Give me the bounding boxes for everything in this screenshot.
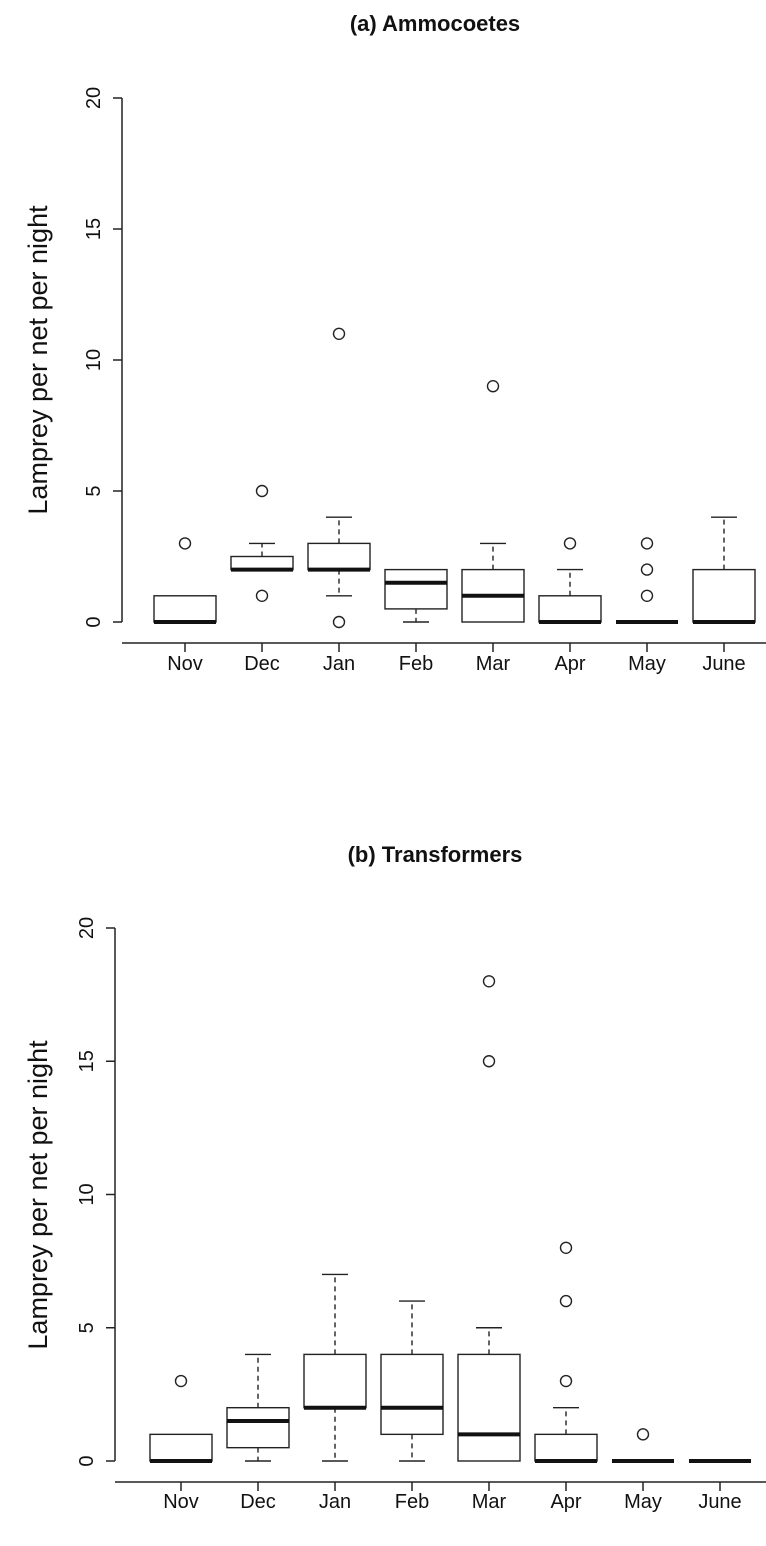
- y-tick-label-b-2: 10: [76, 1183, 98, 1205]
- x-tick-label-b-4: Mar: [472, 1491, 507, 1513]
- panel-ammocoetes: (a) Ammocoetes Lamprey per net per night…: [23, 11, 766, 675]
- box-a-feb: [384, 568, 448, 610]
- y-tick-label-b-1: 5: [76, 1322, 98, 1333]
- y-tick-label-b-0: 0: [76, 1455, 98, 1466]
- y-tick-label-a-1: 5: [83, 485, 105, 496]
- y-axis-label-b: Lamprey per net per night: [23, 1040, 53, 1350]
- x-tick-label-a-4: Mar: [476, 653, 511, 675]
- box-a-apr: [538, 595, 602, 623]
- x-tick-label-a-0: Nov: [167, 653, 203, 675]
- panel-title-a: (a) Ammocoetes: [350, 11, 520, 36]
- x-tick-label-b-3: Feb: [395, 1491, 429, 1513]
- x-tick-label-a-2: Jan: [323, 653, 355, 675]
- y-tick-label-b-3: 15: [76, 1050, 98, 1072]
- y-tick-label-a-3: 15: [83, 218, 105, 240]
- y-tick-label-b-4: 20: [76, 917, 98, 939]
- outlier-a-mar-0: [486, 380, 500, 393]
- box-b-feb: [380, 1353, 444, 1436]
- outlier-b-apr-2: [559, 1374, 573, 1388]
- x-tick-label-a-3: Feb: [399, 653, 433, 675]
- outlier-b-apr-0: [559, 1241, 573, 1255]
- x-tick-label-b-0: Nov: [163, 1491, 199, 1513]
- panel-title-b: (b) Transformers: [348, 842, 523, 867]
- x-tick-label-a-5: Apr: [554, 653, 585, 675]
- outlier-a-apr-0: [563, 537, 577, 550]
- y-tick-label-a-4: 20: [83, 87, 105, 109]
- y-tick-label-a-2: 10: [83, 349, 105, 371]
- y-tick-label-a-0: 0: [83, 616, 105, 627]
- outlier-b-mar-1: [482, 1055, 496, 1068]
- outlier-a-may-0: [640, 537, 654, 550]
- x-tick-label-a-6: May: [628, 653, 666, 675]
- box-a-jan: [307, 542, 371, 571]
- panel-transformers: (b) Transformers Lamprey per net per nig…: [23, 842, 766, 1513]
- box-a-june: [692, 568, 756, 623]
- outlier-b-apr-1: [559, 1294, 573, 1308]
- box-b-dec: [226, 1406, 290, 1449]
- x-tick-label-b-6: May: [624, 1491, 662, 1513]
- box-b-nov: [149, 1433, 213, 1462]
- x-tick-label-b-5: Apr: [550, 1491, 581, 1513]
- outlier-b-may-0: [636, 1428, 650, 1441]
- outlier-b-nov-0: [174, 1374, 188, 1388]
- outlier-a-dec-0: [255, 484, 269, 498]
- outlier-a-jan-0: [332, 327, 346, 340]
- x-tick-label-b-1: Dec: [240, 1491, 276, 1513]
- box-a-nov: [153, 595, 217, 623]
- x-tick-label-b-2: Jan: [319, 1491, 351, 1513]
- outlier-a-nov-0: [178, 537, 192, 550]
- x-tick-label-a-7: June: [702, 653, 745, 675]
- outlier-a-may-1: [640, 563, 654, 576]
- y-axis-label-a: Lamprey per net per night: [23, 205, 53, 515]
- outlier-a-dec-1: [255, 589, 269, 602]
- box-b-jan: [303, 1353, 367, 1409]
- outlier-b-mar-0: [482, 975, 496, 988]
- outlier-a-jan-1: [332, 615, 346, 629]
- box-b-apr: [534, 1433, 598, 1462]
- outlier-a-may-2: [640, 589, 654, 602]
- x-tick-label-a-1: Dec: [244, 653, 280, 675]
- box-b-mar: [457, 1353, 521, 1462]
- x-tick-label-b-7: June: [698, 1491, 741, 1513]
